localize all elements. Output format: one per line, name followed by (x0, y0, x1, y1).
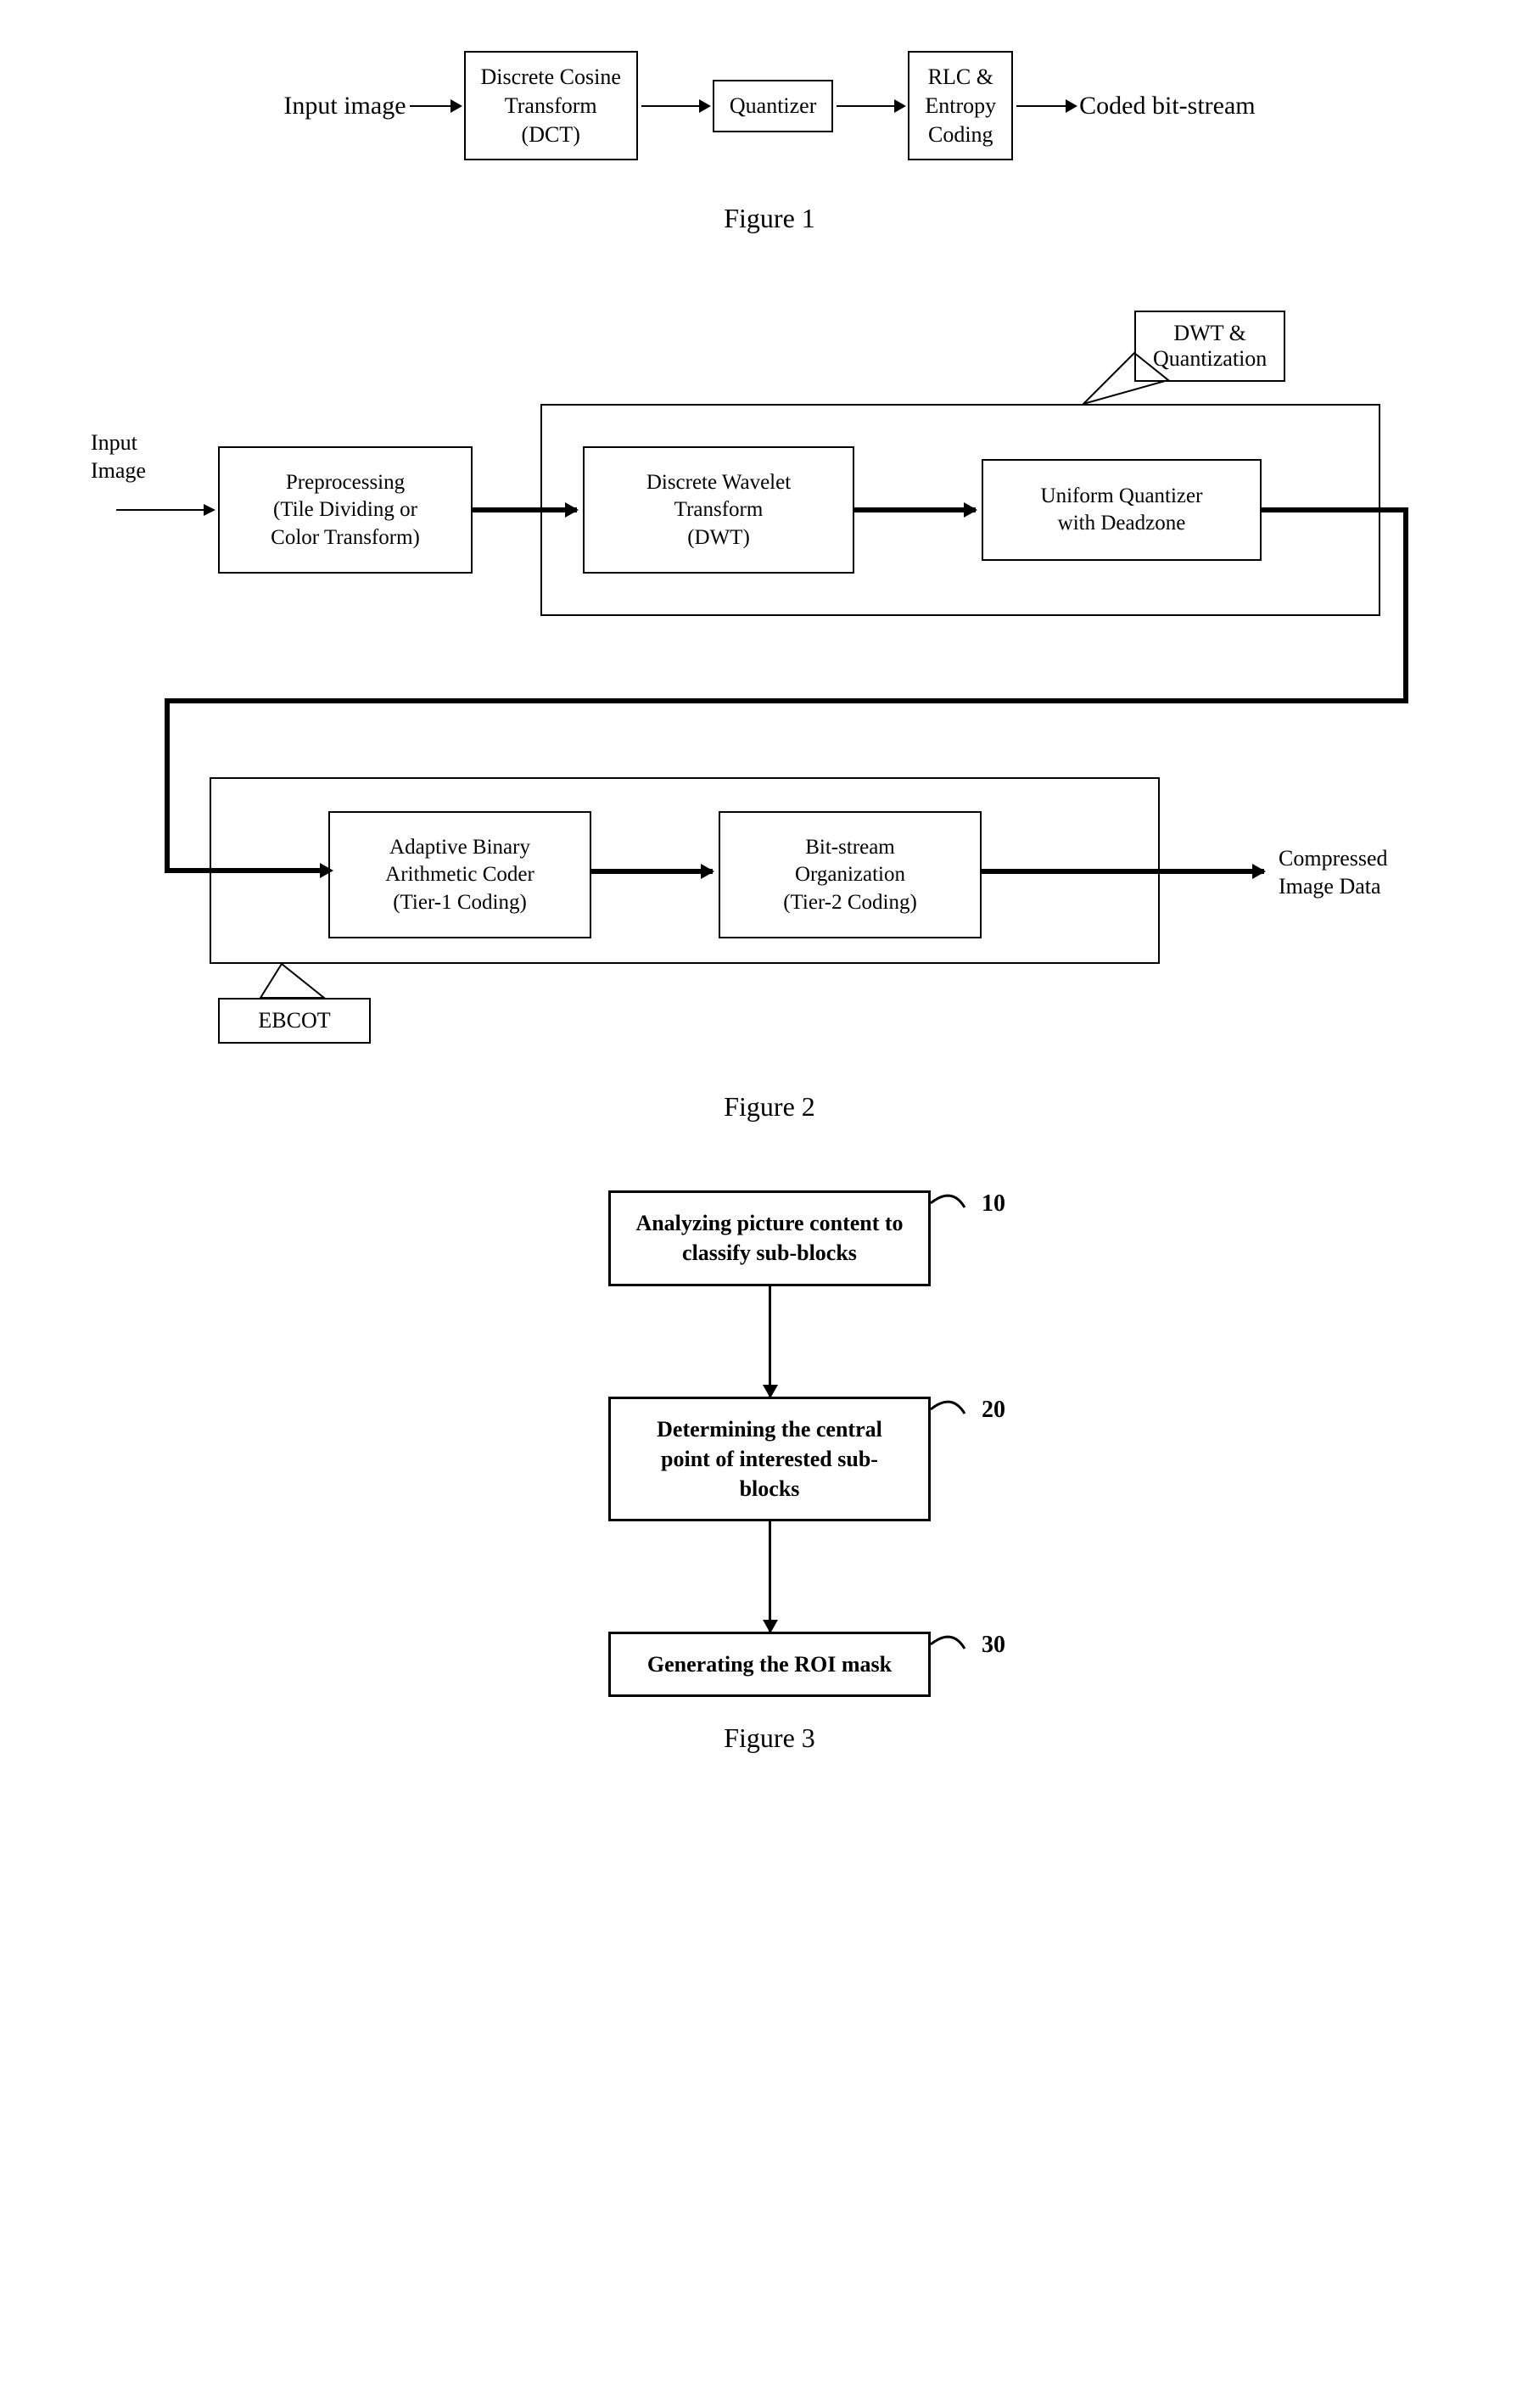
figure-3: Analyzing picture content to classify su… (34, 1190, 1505, 1754)
fig3-step2-wrap: Determining the central point of interes… (608, 1397, 931, 1521)
arrow-icon (1016, 105, 1076, 107)
fig2-preprocessing-box: Preprocessing (Tile Dividing or Color Tr… (218, 446, 473, 574)
figure-2: DWT & Quantization EBCOT Input Image Com… (34, 302, 1505, 1123)
fig1-flow: Input image Discrete Cosine Transform (D… (34, 34, 1505, 177)
fig1-rlc-box: RLC & Entropy Coding (908, 51, 1013, 160)
fig2-callout-dwt: DWT & Quantization (1134, 311, 1285, 382)
arrow-down-icon (769, 1286, 771, 1397)
arrow-icon (641, 105, 709, 107)
fig2-input-label: Input Image (91, 429, 146, 484)
fig2-callout-ebcot: EBCOT (218, 998, 371, 1044)
fig1-quantizer-box: Quantizer (713, 80, 834, 132)
arrow-down-icon (769, 1521, 771, 1632)
fig2-dwt-box: Discrete Wavelet Transform (DWT) (583, 446, 854, 574)
fig2-tier2-box: Bit-stream Organization (Tier-2 Coding) (719, 811, 982, 938)
fig3-box3: Generating the ROI mask (608, 1632, 931, 1697)
fig1-dct-box: Discrete Cosine Transform (DCT) (464, 51, 638, 160)
fig2-canvas: DWT & Quantization EBCOT Input Image Com… (91, 302, 1448, 1066)
fig3-num1: 10 (982, 1190, 1005, 1218)
fig1-input-label: Input image (283, 91, 406, 121)
fig3-num3: 30 (982, 1632, 1005, 1659)
fig1-caption: Figure 1 (34, 203, 1505, 234)
arrow-icon (116, 509, 214, 511)
fig3-caption: Figure 3 (34, 1722, 1505, 1754)
arrow-icon (854, 507, 976, 512)
arrow-icon (591, 869, 713, 874)
arrow-icon (982, 869, 1264, 874)
arrow-icon (837, 105, 904, 107)
arrow-icon (410, 105, 461, 107)
fig2-caption: Figure 2 (34, 1091, 1505, 1123)
fig3-step3-wrap: Generating the ROI mask 30 (608, 1632, 931, 1697)
fig2-tier1-box: Adaptive Binary Arithmetic Coder (Tier-1… (328, 811, 591, 938)
fig3-box2: Determining the central point of interes… (608, 1397, 931, 1521)
fig3-step1-wrap: Analyzing picture content to classify su… (608, 1190, 931, 1285)
fig3-box1: Analyzing picture content to classify su… (608, 1190, 931, 1285)
fig3-num2: 20 (982, 1397, 1005, 1424)
figure-1: Input image Discrete Cosine Transform (D… (34, 34, 1505, 234)
fig1-output-label: Coded bit-stream (1079, 91, 1255, 121)
fig2-output-label: Compressed Image Data (1279, 845, 1388, 900)
fig3-flow: Analyzing picture content to classify su… (430, 1190, 1109, 1697)
fig2-quantizer-box: Uniform Quantizer with Deadzone (982, 459, 1262, 561)
arrow-icon (473, 507, 577, 512)
